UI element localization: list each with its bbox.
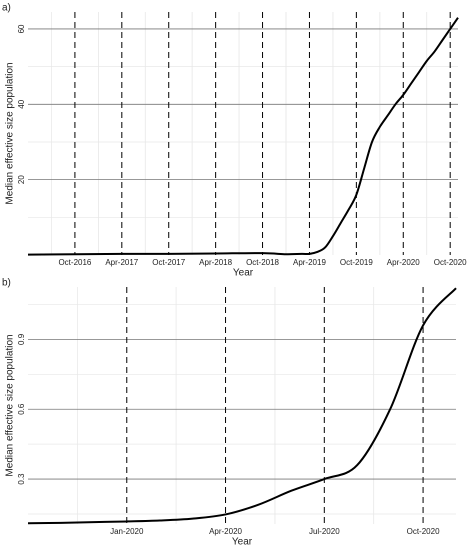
y-tick-label: 0.3 <box>17 473 26 485</box>
data-line <box>27 287 457 525</box>
x-axis-title: Year <box>233 268 254 279</box>
x-tick-label: Oct-2016 <box>58 258 91 267</box>
data-line <box>27 17 459 256</box>
x-tick-label: Jan-2020 <box>110 527 144 536</box>
x-tick-label: Oct-2018 <box>246 258 279 267</box>
y-axis-title: Median effective size population <box>5 334 16 476</box>
y-tick-label: 20 <box>17 175 26 184</box>
x-tick-label: Oct-2020 <box>407 527 440 536</box>
x-axis-title: Year <box>232 537 253 548</box>
y-axis-title: Median effective size population <box>5 62 16 204</box>
y-tick-label: 60 <box>17 24 26 33</box>
panel-label: b) <box>2 278 11 289</box>
x-tick-label: Apr-2019 <box>293 258 326 267</box>
x-tick-label: Apr-2018 <box>199 258 232 267</box>
x-tick-label: Oct-2020 <box>434 258 467 267</box>
x-tick-label: Apr-2020 <box>209 527 242 536</box>
y-tick-label: 40 <box>17 99 26 108</box>
y-tick-label: 0.6 <box>17 403 26 415</box>
x-tick-label: Oct-2019 <box>340 258 373 267</box>
y-tick-label: 0.9 <box>17 333 26 345</box>
x-tick-label: Apr-2017 <box>105 258 138 267</box>
panel-label: a) <box>2 3 11 14</box>
x-tick-label: Oct-2017 <box>152 258 185 267</box>
x-tick-label: Apr-2020 <box>387 258 420 267</box>
x-tick-label: Jul-2020 <box>309 527 340 536</box>
